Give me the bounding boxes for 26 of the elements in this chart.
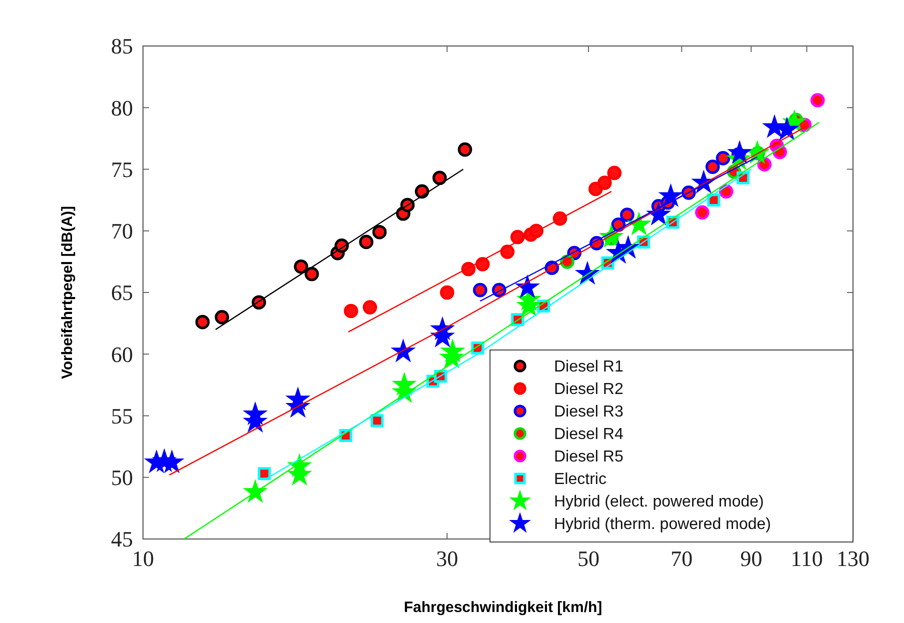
legend-label: Electric (554, 471, 606, 488)
x-tick-label: 110 (790, 546, 823, 571)
x-tick-label: 30 (436, 546, 458, 571)
y-tick-label: 85 (111, 34, 133, 59)
y-tick-label: 75 (111, 156, 133, 182)
x-axis-title: Fahrgeschwindigkeit [km/h] (404, 599, 602, 616)
x-tick-label: 70 (670, 546, 693, 571)
x-tick-label: 50 (578, 546, 600, 571)
legend-label: Diesel R4 (554, 426, 624, 444)
legend-label: Hybrid (elect. powered mode) (554, 494, 764, 511)
legend-label: Hybrid (therm. powered mode) (554, 516, 771, 534)
legend-label: Diesel R5 (554, 448, 624, 466)
legend-label: Diesel R3 (554, 404, 624, 421)
x-tick-label: 130 (836, 546, 870, 571)
y-tick-label: 45 (111, 526, 133, 552)
x-tick-label: 10 (132, 546, 154, 571)
y-tick-label: 80 (111, 95, 133, 120)
y-axis-title: Vorbeifahrtpegel [dB(A)] (59, 206, 76, 380)
y-tick-label: 55 (111, 403, 133, 428)
y-tick-label: 70 (111, 218, 133, 244)
x-tick-label: 90 (740, 546, 762, 571)
legend-label: Diesel R1 (554, 358, 624, 376)
y-tick-label: 50 (111, 465, 133, 490)
y-tick-label: 60 (111, 342, 133, 367)
legend-label: Diesel R2 (554, 381, 624, 398)
y-tick-label: 65 (111, 280, 133, 306)
